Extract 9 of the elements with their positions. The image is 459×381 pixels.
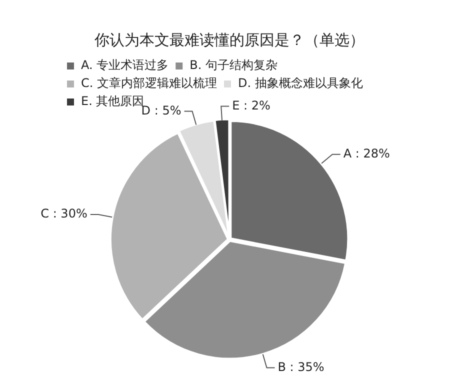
legend-label: D. 抽象概念难以具象化 <box>238 76 363 90</box>
data-label: A : 28% <box>343 146 390 161</box>
legend-label: A. 专业术语过多 <box>81 58 169 72</box>
data-label: B : 35% <box>278 360 324 374</box>
legend-label: B. 句子结构复杂 <box>190 58 278 72</box>
data-label: C : 30% <box>40 206 88 221</box>
legend-label: C. 文章内部逻辑难以梳理 <box>81 76 218 90</box>
data-label: E : 2% <box>232 98 270 112</box>
chart-title: 你认为本文最难读懂的原因是？（单选） <box>94 30 364 49</box>
